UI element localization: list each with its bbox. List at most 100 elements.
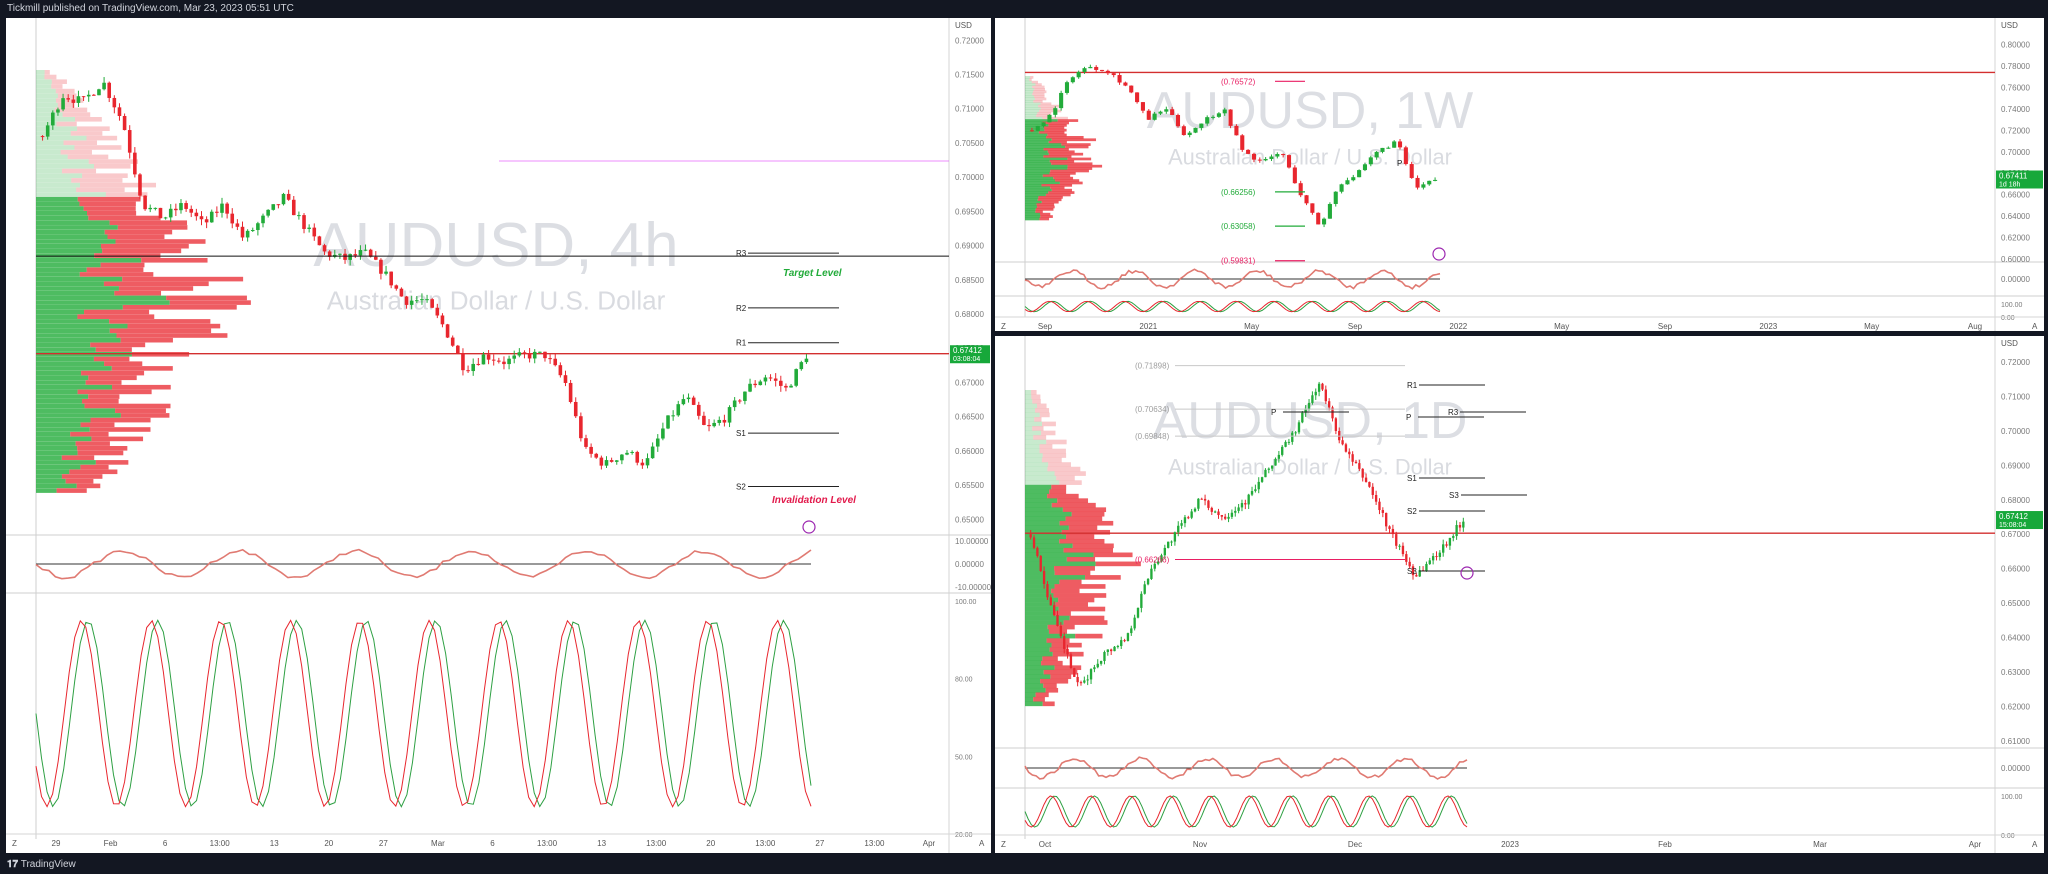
volume-profile-bar bbox=[1025, 444, 1040, 449]
candle-body bbox=[1275, 154, 1280, 157]
volume-profile-bar bbox=[1033, 100, 1043, 103]
chart-pane-4h[interactable]: USD AUDUSD, 4h Australian Dollar / U.S. Do… bbox=[6, 18, 991, 853]
volume-profile-bar bbox=[1025, 403, 1037, 409]
volume-profile-bar bbox=[36, 229, 105, 235]
candle-body bbox=[117, 107, 122, 117]
volume-profile-bar bbox=[1048, 629, 1068, 634]
volume-profile-bar bbox=[76, 187, 125, 193]
volume-profile-bar bbox=[103, 281, 209, 287]
candle-body bbox=[384, 271, 388, 274]
volume-profile-bar bbox=[1048, 191, 1075, 194]
stochastic-line bbox=[35, 619, 812, 808]
volume-profile-bar bbox=[36, 460, 96, 465]
stochastic-tick-label: 0.00 bbox=[2001, 833, 2015, 840]
volume-profile-bar bbox=[1025, 493, 1048, 499]
candle-body bbox=[1368, 481, 1371, 487]
time-axis-label: 13:00 bbox=[537, 839, 558, 848]
candle-body bbox=[1146, 578, 1150, 585]
volume-profile-bar bbox=[36, 347, 96, 352]
volume-profile-bar bbox=[1025, 516, 1066, 522]
volume-profile-bar bbox=[1025, 484, 1052, 490]
price-tick-label: 0.67000 bbox=[2001, 530, 2030, 539]
volume-profile-bar bbox=[1025, 100, 1034, 103]
volume-profile-bar bbox=[1025, 76, 1031, 79]
volume-profile-bar bbox=[1053, 593, 1107, 598]
candle-body bbox=[614, 460, 619, 462]
volume-profile-bar bbox=[60, 149, 92, 155]
volume-profile-bar bbox=[1025, 561, 1096, 567]
candle-body bbox=[1418, 570, 1421, 577]
volume-profile-bar bbox=[1025, 453, 1043, 458]
volume-profile-bar bbox=[80, 422, 115, 428]
volume-profile-bar bbox=[1067, 164, 1103, 168]
candle-body bbox=[1140, 593, 1143, 608]
candle-body bbox=[1270, 465, 1274, 469]
volume-profile-bar bbox=[1046, 439, 1067, 445]
time-axis-label: 13:00 bbox=[210, 839, 231, 848]
volume-profile-bar bbox=[1025, 669, 1044, 675]
volume-profile-bar bbox=[1042, 174, 1071, 178]
volume-profile-bar bbox=[1035, 692, 1049, 698]
candle-body bbox=[1277, 454, 1281, 459]
volume-profile-bar bbox=[1025, 543, 1073, 549]
volume-profile-bar bbox=[1039, 448, 1066, 454]
volume-profile-bar bbox=[1051, 188, 1072, 192]
candle-body bbox=[497, 360, 501, 362]
volume-profile-bar bbox=[104, 361, 143, 366]
candle-body bbox=[655, 438, 660, 447]
candle-body bbox=[312, 227, 317, 237]
candle-body bbox=[1341, 440, 1344, 445]
zoom-toggle: Z bbox=[1001, 322, 1006, 331]
chart-pane-1w[interactable]: USD AUDUSD, 1W Australian Dollar / U.S. Do… bbox=[995, 18, 2044, 331]
candle-body bbox=[215, 211, 219, 213]
candle-body bbox=[76, 96, 81, 103]
volume-profile-bar bbox=[36, 441, 76, 446]
volume-profile-bar bbox=[1025, 475, 1057, 481]
volume-profile-bar bbox=[1025, 208, 1036, 211]
volume-profile-bar bbox=[1039, 412, 1050, 418]
candle-body bbox=[374, 256, 378, 260]
volume-profile-bar bbox=[36, 319, 110, 324]
volume-profile-bar bbox=[1051, 588, 1080, 594]
volume-profile-bar bbox=[1025, 421, 1043, 427]
volume-profile-bar bbox=[1025, 588, 1052, 594]
candle-body bbox=[1069, 654, 1073, 669]
candle-body bbox=[1310, 203, 1315, 213]
volume-profile-bar bbox=[1025, 140, 1049, 144]
last-price-badge bbox=[950, 345, 990, 364]
candle-body bbox=[71, 99, 76, 103]
candle-body bbox=[1059, 92, 1064, 109]
candle-body bbox=[1105, 70, 1110, 74]
candle-body bbox=[281, 193, 286, 205]
volume-profile-bar bbox=[1025, 665, 1055, 671]
volume-profile-bar bbox=[1051, 642, 1082, 648]
candle-body bbox=[635, 451, 640, 463]
candle-body bbox=[1123, 82, 1128, 86]
candle-body bbox=[1435, 556, 1438, 558]
candle-body bbox=[317, 236, 322, 246]
volume-profile-bar bbox=[120, 413, 170, 418]
time-axis-label: May bbox=[1864, 322, 1879, 331]
volume-profile-bar bbox=[36, 79, 52, 84]
candle-body bbox=[1286, 155, 1292, 168]
fib-level-label: (0.76572) bbox=[1221, 77, 1256, 86]
candle-body bbox=[604, 460, 609, 466]
volume-profile-bar bbox=[1025, 184, 1042, 187]
candle-body bbox=[1403, 147, 1408, 165]
volume-profile-bar bbox=[77, 446, 128, 451]
volume-profile-bar bbox=[1025, 620, 1064, 625]
candle-body bbox=[691, 397, 696, 405]
chart-pane-1d[interactable]: USD AUDUSD, 1D Australian Dollar / U.S. Do… bbox=[995, 336, 2044, 853]
pivot-label: R1 bbox=[736, 339, 747, 348]
volume-profile-bar bbox=[86, 135, 118, 141]
candle-body bbox=[163, 217, 168, 219]
candle-body bbox=[1200, 498, 1203, 500]
candle-body bbox=[1327, 203, 1332, 219]
volume-profile-bar bbox=[112, 384, 171, 390]
candle-body bbox=[1205, 117, 1210, 124]
candle-body bbox=[461, 353, 465, 371]
volume-profile-bar bbox=[1041, 457, 1062, 463]
pivot-label: S1 bbox=[736, 429, 746, 438]
volume-profile-bar bbox=[36, 488, 57, 493]
candle-body bbox=[763, 377, 768, 382]
